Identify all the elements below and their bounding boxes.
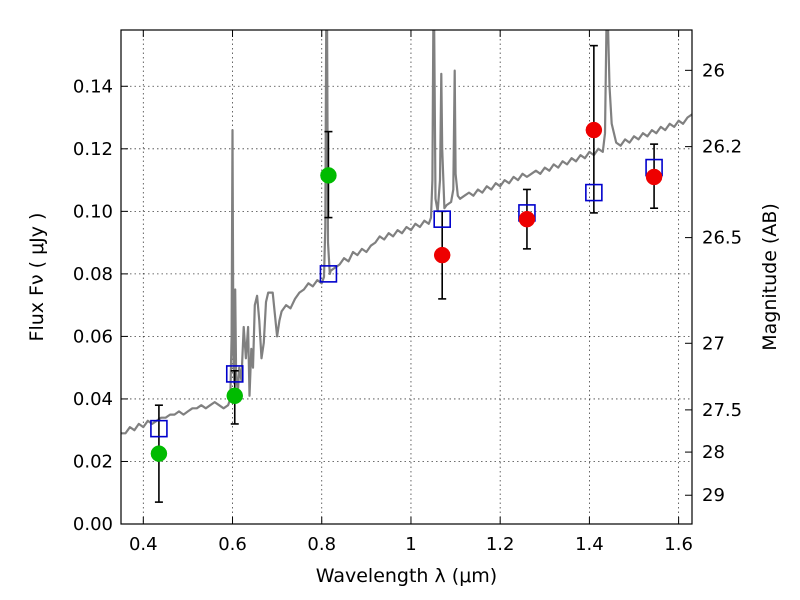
y-tick-label: 0.12 — [73, 139, 113, 160]
green-photometry-point — [226, 387, 244, 405]
y-tick-label: 0.04 — [73, 389, 113, 410]
model-square-point — [319, 265, 338, 283]
red-photometry-point — [518, 210, 536, 228]
right-tick-label: 26.2 — [702, 137, 742, 158]
right-axis-label: Magnitude (AB) — [759, 203, 781, 351]
x-tick-label: 1 — [405, 534, 416, 555]
red-photometry-point — [433, 246, 451, 264]
y-tick-label: 0.10 — [73, 201, 113, 222]
axis-ticks: 0.4 0.6 0.8 1 1.2 1.4 1.6 0.00 0.02 0.04 0.06 0.08 0… — [73, 30, 742, 555]
model-square-point — [225, 365, 244, 383]
x-tick-label: 1.4 — [575, 534, 604, 555]
right-tick-label: 29 — [702, 485, 725, 506]
model-spectrum — [121, 30, 692, 435]
grid-lines — [121, 30, 692, 524]
red-photometry-point — [645, 168, 663, 186]
green-photometry-point — [320, 167, 337, 184]
x-tick-label: 0.6 — [218, 534, 247, 555]
y-tick-label: 0.14 — [73, 76, 113, 97]
right-tick-label: 28 — [702, 442, 725, 463]
y-tick-label: 0.02 — [73, 451, 113, 472]
right-tick-label: 27.5 — [702, 400, 742, 421]
data-points — [150, 121, 663, 462]
x-tick-label: 1.6 — [664, 534, 693, 555]
model-square-point — [150, 419, 168, 438]
right-tick-label: 27 — [702, 333, 725, 354]
model-square-point — [433, 210, 451, 228]
x-axis-label: Wavelength λ (μm) — [316, 565, 497, 587]
x-tick-label: 0.4 — [129, 534, 158, 555]
y-tick-label: 0.06 — [73, 326, 113, 347]
right-tick-label: 26.5 — [702, 228, 742, 249]
y-tick-label: 0.08 — [73, 264, 113, 285]
model-square-point — [585, 183, 603, 202]
x-tick-label: 0.8 — [307, 534, 336, 555]
y-tick-label: 0.00 — [73, 514, 113, 535]
red-photometry-point — [585, 121, 603, 139]
green-photometry-point — [150, 445, 168, 462]
y-axis-label: Flux Fν ( μJy ) — [26, 213, 48, 342]
plot-frame — [120, 29, 693, 525]
x-tick-label: 1.2 — [486, 534, 515, 555]
right-tick-label: 26 — [702, 60, 725, 81]
spectrum-line — [121, 30, 692, 435]
